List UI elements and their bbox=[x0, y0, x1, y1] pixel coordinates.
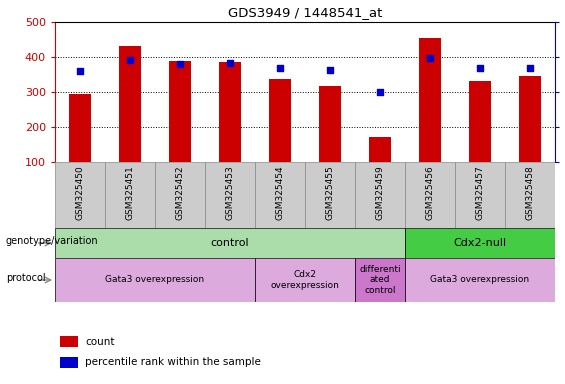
Bar bbox=[169, 61, 191, 197]
Text: control: control bbox=[211, 238, 249, 248]
Bar bbox=[55, 258, 255, 302]
Bar bbox=[69, 94, 92, 197]
Bar bbox=[255, 162, 305, 228]
Bar bbox=[519, 76, 541, 197]
Point bbox=[425, 55, 434, 61]
Bar bbox=[419, 38, 441, 197]
Bar bbox=[369, 137, 391, 197]
Bar bbox=[355, 162, 405, 228]
Title: GDS3949 / 1448541_at: GDS3949 / 1448541_at bbox=[228, 7, 382, 20]
Bar bbox=[469, 81, 491, 197]
Text: GSM325453: GSM325453 bbox=[225, 165, 234, 220]
Text: percentile rank within the sample: percentile rank within the sample bbox=[85, 358, 261, 367]
Bar bbox=[355, 258, 405, 302]
Text: GSM325459: GSM325459 bbox=[376, 165, 385, 220]
Text: GSM325452: GSM325452 bbox=[176, 165, 185, 220]
Bar bbox=[205, 162, 255, 228]
Bar bbox=[405, 228, 555, 258]
Bar bbox=[405, 258, 555, 302]
Point bbox=[225, 60, 234, 66]
Bar bbox=[60, 357, 77, 368]
Bar bbox=[219, 61, 241, 197]
Bar bbox=[60, 336, 77, 347]
Bar bbox=[305, 162, 355, 228]
Text: count: count bbox=[85, 336, 115, 346]
Bar bbox=[255, 258, 355, 302]
Text: differenti
ated
control: differenti ated control bbox=[359, 265, 401, 295]
Bar bbox=[269, 79, 291, 197]
Bar bbox=[319, 86, 341, 197]
Point bbox=[376, 89, 385, 95]
Text: GSM325451: GSM325451 bbox=[125, 165, 134, 220]
Bar bbox=[55, 162, 105, 228]
Point bbox=[276, 65, 285, 71]
Bar bbox=[505, 162, 555, 228]
Text: protocol: protocol bbox=[6, 273, 45, 283]
Text: Gata3 overexpression: Gata3 overexpression bbox=[106, 275, 205, 285]
Text: GSM325458: GSM325458 bbox=[525, 165, 534, 220]
Point bbox=[125, 57, 134, 63]
Text: GSM325457: GSM325457 bbox=[476, 165, 485, 220]
Bar bbox=[455, 162, 505, 228]
Bar bbox=[55, 228, 405, 258]
Bar bbox=[119, 46, 141, 197]
Text: Gata3 overexpression: Gata3 overexpression bbox=[431, 275, 529, 285]
Point bbox=[76, 68, 85, 74]
Text: GSM325455: GSM325455 bbox=[325, 165, 334, 220]
Text: Cdx2
overexpression: Cdx2 overexpression bbox=[271, 270, 340, 290]
Point bbox=[525, 65, 534, 71]
Text: GSM325454: GSM325454 bbox=[276, 165, 285, 220]
Text: genotype/variation: genotype/variation bbox=[6, 236, 98, 246]
Bar bbox=[155, 162, 205, 228]
Point bbox=[476, 65, 485, 71]
Text: GSM325450: GSM325450 bbox=[76, 165, 85, 220]
Point bbox=[325, 66, 334, 73]
Bar bbox=[405, 162, 455, 228]
Text: GSM325456: GSM325456 bbox=[425, 165, 434, 220]
Bar bbox=[105, 162, 155, 228]
Point bbox=[176, 61, 185, 67]
Text: Cdx2-null: Cdx2-null bbox=[454, 238, 507, 248]
